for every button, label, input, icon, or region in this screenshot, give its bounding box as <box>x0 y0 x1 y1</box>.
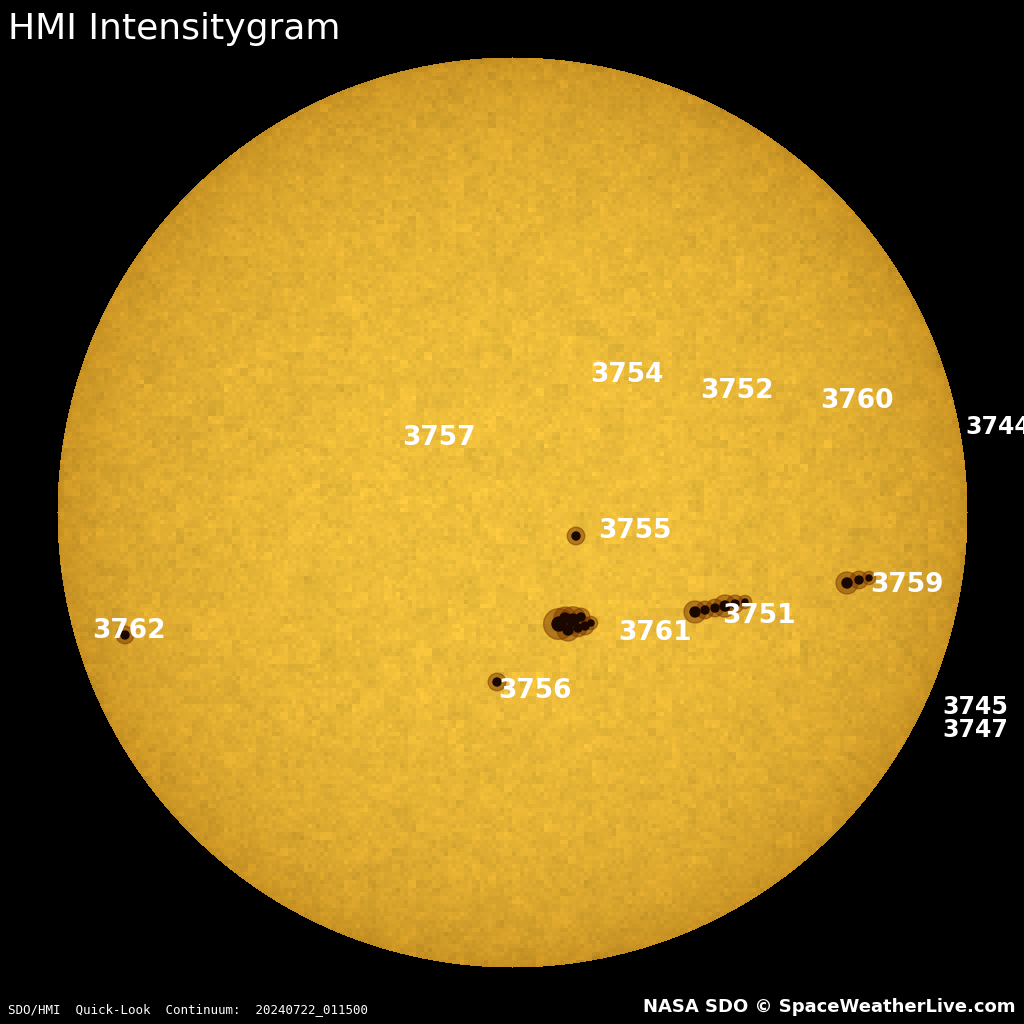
Text: 3762: 3762 <box>92 618 166 644</box>
Circle shape <box>116 627 134 644</box>
Circle shape <box>850 571 867 589</box>
Circle shape <box>493 678 501 686</box>
Circle shape <box>572 608 590 626</box>
Text: 3751: 3751 <box>722 603 796 629</box>
Text: HMI Intensitygram: HMI Intensitygram <box>8 12 341 46</box>
Circle shape <box>552 617 566 631</box>
Circle shape <box>577 613 585 621</box>
Circle shape <box>738 595 752 608</box>
Circle shape <box>567 527 585 545</box>
Circle shape <box>742 599 748 605</box>
Circle shape <box>842 578 852 588</box>
Circle shape <box>720 601 730 611</box>
Circle shape <box>560 607 586 633</box>
Text: 3757: 3757 <box>402 425 475 451</box>
Text: 3760: 3760 <box>820 388 894 414</box>
Circle shape <box>585 616 598 630</box>
Text: 3759: 3759 <box>870 572 943 598</box>
Circle shape <box>684 601 706 623</box>
Text: NASA SDO © SpaceWeatherLive.com: NASA SDO © SpaceWeatherLive.com <box>643 997 1016 1016</box>
Circle shape <box>488 673 506 691</box>
Circle shape <box>572 532 580 540</box>
Circle shape <box>574 624 582 632</box>
Circle shape <box>588 620 594 626</box>
Circle shape <box>862 571 876 585</box>
Circle shape <box>569 620 587 637</box>
Text: 3747: 3747 <box>942 718 1008 742</box>
Circle shape <box>581 622 589 630</box>
Circle shape <box>121 631 129 639</box>
Text: 3754: 3754 <box>590 362 664 388</box>
Circle shape <box>855 575 863 584</box>
Text: 3756: 3756 <box>498 678 571 705</box>
Circle shape <box>707 599 724 616</box>
Circle shape <box>866 575 872 581</box>
Text: SDO/HMI  Quick-Look  Continuum:  20240722_011500: SDO/HMI Quick-Look Continuum: 20240722_0… <box>8 1002 369 1016</box>
Circle shape <box>544 608 574 639</box>
Circle shape <box>836 572 858 594</box>
Circle shape <box>690 607 700 617</box>
Circle shape <box>731 600 739 608</box>
Circle shape <box>726 595 743 612</box>
Circle shape <box>696 601 714 618</box>
Circle shape <box>714 595 736 617</box>
Text: 3755: 3755 <box>598 518 672 544</box>
Text: 3744: 3744 <box>965 415 1024 439</box>
Circle shape <box>567 614 579 626</box>
Circle shape <box>577 617 594 635</box>
Circle shape <box>563 625 573 635</box>
Circle shape <box>557 618 579 641</box>
Circle shape <box>560 613 570 623</box>
Circle shape <box>711 604 719 612</box>
Circle shape <box>554 607 575 629</box>
Text: 3745: 3745 <box>942 695 1008 719</box>
Text: 3752: 3752 <box>700 378 773 404</box>
Text: 3761: 3761 <box>618 620 691 646</box>
Circle shape <box>701 606 709 614</box>
